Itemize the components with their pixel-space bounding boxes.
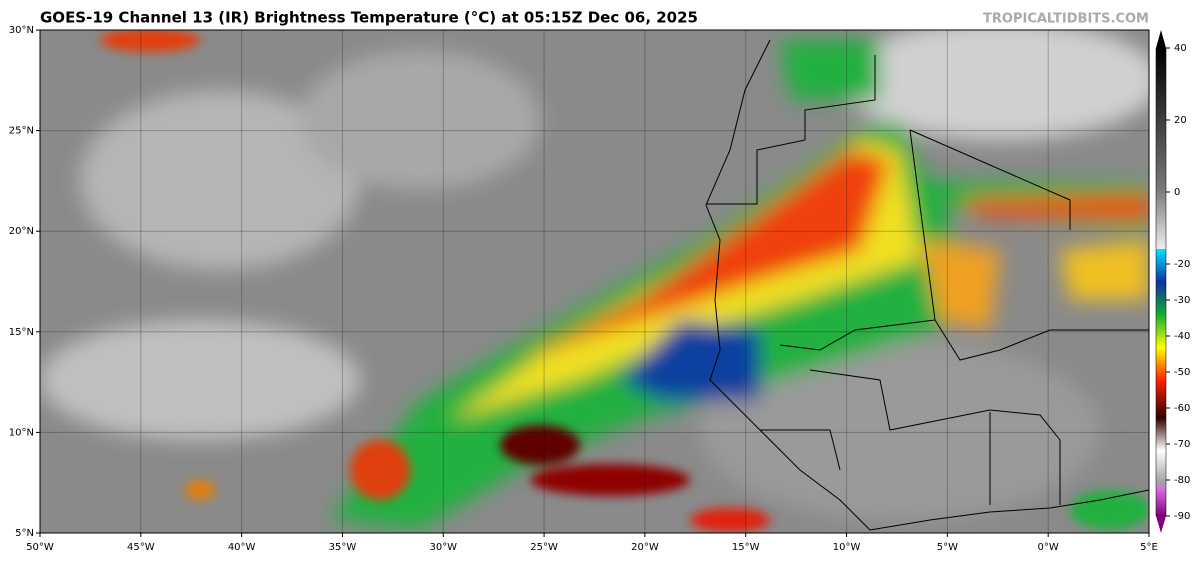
lat-label: 5°N bbox=[15, 528, 34, 539]
colorbar-label: -70 bbox=[1174, 439, 1190, 450]
colorbar-label: -60 bbox=[1174, 403, 1190, 414]
lat-label: 10°N bbox=[9, 427, 34, 438]
lon-label: 30°W bbox=[429, 542, 457, 553]
credit: TROPICALTIDBITS.COM bbox=[983, 12, 1149, 27]
lat-label: 20°N bbox=[9, 226, 34, 237]
lon-label: 25°W bbox=[530, 542, 558, 553]
lon-label: 10°W bbox=[833, 542, 861, 553]
colorbar-label: -20 bbox=[1174, 259, 1190, 270]
satellite-image bbox=[40, 30, 1149, 533]
colorbar-label: -40 bbox=[1174, 331, 1190, 342]
colorbar-label: -30 bbox=[1174, 295, 1190, 306]
colorbar-label: -50 bbox=[1174, 367, 1190, 378]
lon-label: 5°E bbox=[1140, 542, 1158, 553]
lon-label: 15°W bbox=[732, 542, 760, 553]
colorbar-max-arrow bbox=[1156, 30, 1166, 48]
lat-label: 25°N bbox=[9, 126, 34, 137]
graticule bbox=[40, 30, 1149, 533]
colorbar-min-arrow bbox=[1156, 516, 1166, 533]
lon-label: 50°W bbox=[26, 542, 54, 553]
colorbar-label: -80 bbox=[1174, 475, 1190, 486]
lon-label: 35°W bbox=[329, 542, 357, 553]
lon-label: 0°W bbox=[1038, 542, 1059, 553]
lat-label: 30°N bbox=[9, 25, 34, 36]
colorbar-label: 0 bbox=[1174, 187, 1180, 198]
lon-label: 20°W bbox=[631, 542, 659, 553]
colorbar-label: 20 bbox=[1174, 115, 1187, 126]
coastlines bbox=[705, 39, 1149, 531]
lon-label: 40°W bbox=[228, 542, 256, 553]
colorbar-label: -90 bbox=[1174, 511, 1190, 522]
lat-label: 15°N bbox=[9, 327, 34, 338]
colorbar bbox=[1155, 47, 1167, 517]
colorbar-label: 40 bbox=[1174, 43, 1187, 54]
map-frame bbox=[39, 29, 1150, 534]
title: GOES-19 Channel 13 (IR) Brightness Tempe… bbox=[40, 9, 698, 27]
lon-label: 45°W bbox=[127, 542, 155, 553]
lon-label: 5°W bbox=[937, 542, 958, 553]
